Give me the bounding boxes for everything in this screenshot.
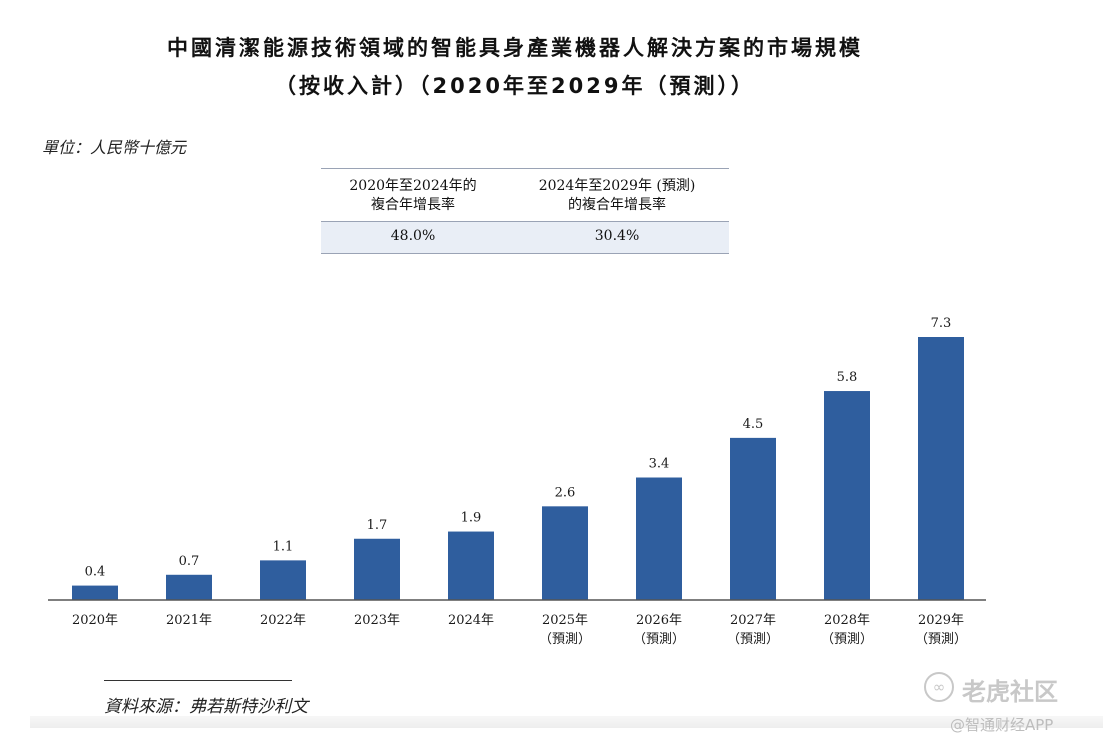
- cagr-header-hist: 2020年至2024年的 複合年增長率: [321, 168, 506, 222]
- bar-value-label-9: 7.3: [931, 316, 952, 331]
- cagr-header-hist-line1: 2020年至2024年的: [349, 178, 477, 194]
- watermark-text: 老虎社区: [962, 678, 1058, 706]
- x-tick-label-0: 2020年: [72, 613, 118, 628]
- bar-value-label-5: 2.6: [555, 485, 576, 500]
- cagr-table: 2020年至2024年的 複合年增長率 2024年至2029年 (預測) 的複合…: [321, 168, 729, 254]
- bar-2: [260, 560, 306, 600]
- bar-value-label-3: 1.7: [367, 518, 388, 533]
- cagr-header-forecast-line2: 的複合年增長率: [568, 197, 666, 213]
- bar-3: [354, 538, 400, 600]
- bar-6: [636, 477, 682, 600]
- chart-subtitle: （按收入計）（2020年至2029年（預測））: [275, 74, 755, 98]
- x-tick-note-9: （預測）: [915, 632, 967, 647]
- cagr-value-row: 48.0% 30.4%: [321, 221, 729, 254]
- bar-7: [730, 437, 776, 600]
- x-tick-label-7: 2027年: [730, 613, 776, 628]
- x-tick-label-5: 2025年: [542, 613, 588, 628]
- x-tick-note-5: （預測）: [539, 632, 591, 647]
- bar-9: [918, 337, 964, 600]
- x-tick-label-9: 2029年: [918, 613, 964, 628]
- x-tick-label-6: 2026年: [636, 613, 682, 628]
- bar-value-label-8: 5.8: [837, 370, 858, 385]
- chart-title: 中國清潔能源技術領域的智能具身產業機器人解決方案的市場規模: [167, 36, 863, 60]
- bar-value-label-0: 0.4: [85, 565, 106, 580]
- bars-group: [72, 337, 964, 600]
- x-tick-note-7: （預測）: [727, 632, 779, 647]
- x-tick-label-1: 2021年: [166, 613, 212, 628]
- bar-1: [166, 574, 212, 600]
- source-note: 資料來源：弗若斯特沙利文: [104, 697, 308, 717]
- cagr-header-forecast: 2024年至2029年 (預測) 的複合年增長率: [505, 168, 729, 222]
- x-tick-note-6: （預測）: [633, 632, 685, 647]
- footer-band: [30, 716, 1103, 728]
- labels-group: 0.4 2020年 0.7 2021年 1.1 2022年 1.7 2023年 1.9 2024年…: [72, 316, 967, 647]
- x-tick-label-4: 2024年: [448, 613, 494, 628]
- x-tick-label-2: 2022年: [260, 613, 306, 628]
- source-divider: [104, 680, 292, 681]
- x-tick-label-8: 2028年: [824, 613, 870, 628]
- bar-0: [72, 585, 118, 600]
- bar-value-label-7: 4.5: [743, 417, 764, 432]
- bar-value-label-2: 1.1: [273, 539, 294, 554]
- unit-label: 單位：人民幣十億元: [42, 138, 187, 157]
- bar-value-label-1: 0.7: [179, 554, 200, 569]
- bar-4: [448, 531, 494, 600]
- cagr-header-row: 2020年至2024年的 複合年增長率 2024年至2029年 (預測) 的複合…: [321, 168, 729, 222]
- watermark-logo-icon: ∞: [924, 672, 954, 702]
- cagr-value-forecast: 30.4%: [505, 221, 729, 254]
- x-tick-note-8: （預測）: [821, 632, 873, 647]
- bar-8: [824, 391, 870, 600]
- x-tick-label-3: 2023年: [354, 613, 400, 628]
- bar-value-label-4: 1.9: [461, 511, 482, 526]
- bar-value-label-6: 3.4: [649, 457, 670, 472]
- cagr-value-hist: 48.0%: [321, 221, 506, 254]
- watermark-app: @智通财经APP: [950, 716, 1054, 734]
- bar-5: [542, 506, 588, 600]
- cagr-header-forecast-line1: 2024年至2029年 (預測): [538, 178, 696, 194]
- cagr-header-hist-line2: 複合年增長率: [371, 197, 455, 213]
